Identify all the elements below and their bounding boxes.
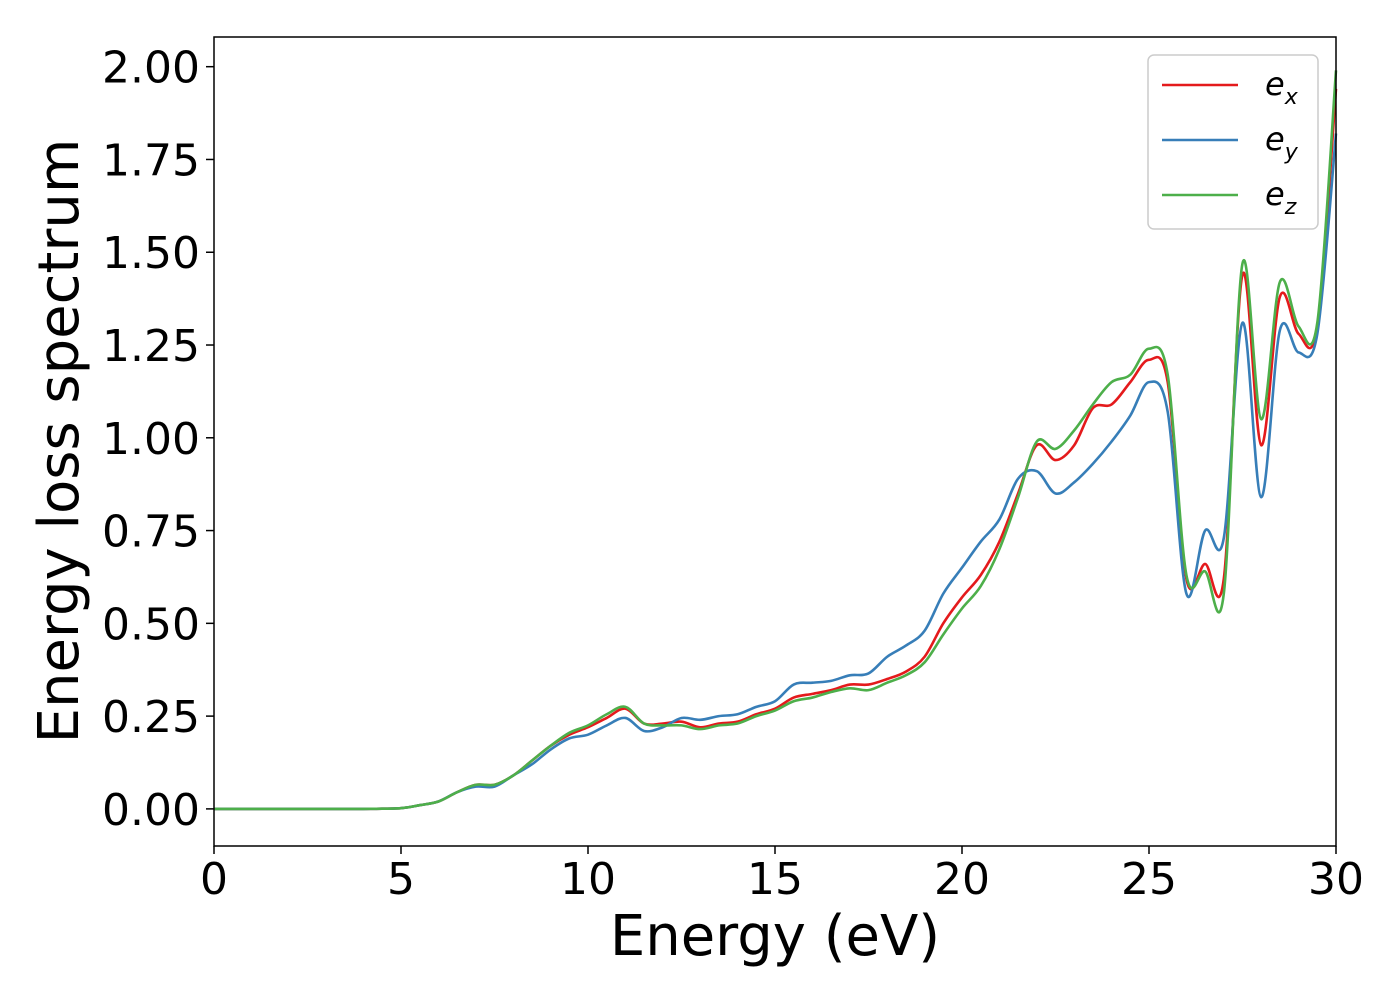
series-line-ey (214, 133, 1338, 811)
y-axis-ticks: 0.00 0.25 0.50 0.75 1.00 1.25 1.50 1.75 2.00 (102, 43, 214, 836)
x-tick-label: 30 (1308, 854, 1364, 905)
y-tick-label: 2.00 (102, 43, 200, 94)
y-tick-label: 1.50 (102, 228, 200, 279)
y-tick-label: 1.75 (102, 135, 200, 186)
x-tick-label: 0 (200, 854, 228, 905)
x-axis-label: Energy (eV) (610, 904, 940, 969)
legend-label-subscript: x (1284, 85, 1299, 110)
y-tick-label: 0.75 (102, 507, 200, 558)
y-tick-label: 1.25 (102, 321, 200, 372)
x-tick-label: 15 (747, 854, 803, 905)
legend-label-base: e (1265, 120, 1285, 158)
legend-box (1147, 54, 1319, 230)
x-tick-label: 25 (1121, 854, 1177, 905)
legend-label-base: e (1265, 65, 1285, 103)
series-line-ez (214, 70, 1338, 811)
legend-label-ex: ex (1265, 65, 1299, 110)
y-axis-label: Energy loss spectrum (27, 139, 92, 744)
legend-label-ez: ez (1265, 175, 1297, 220)
legend-label-base: e (1265, 175, 1285, 213)
legend-label-ey: ey (1265, 120, 1299, 165)
legend-label-subscript: z (1284, 195, 1297, 220)
series-group (214, 70, 1338, 811)
legend-label-subscript: y (1284, 140, 1299, 165)
x-tick-label: 10 (560, 854, 616, 905)
x-tick-label: 5 (387, 854, 415, 905)
y-tick-label: 1.00 (102, 414, 200, 465)
y-tick-label: 0.50 (102, 599, 200, 650)
y-tick-label: 0.25 (102, 692, 200, 743)
x-axis-ticks: 0 5 10 15 20 25 30 (200, 846, 1364, 905)
y-tick-label: 0.00 (102, 785, 200, 836)
x-tick-label: 20 (934, 854, 990, 905)
